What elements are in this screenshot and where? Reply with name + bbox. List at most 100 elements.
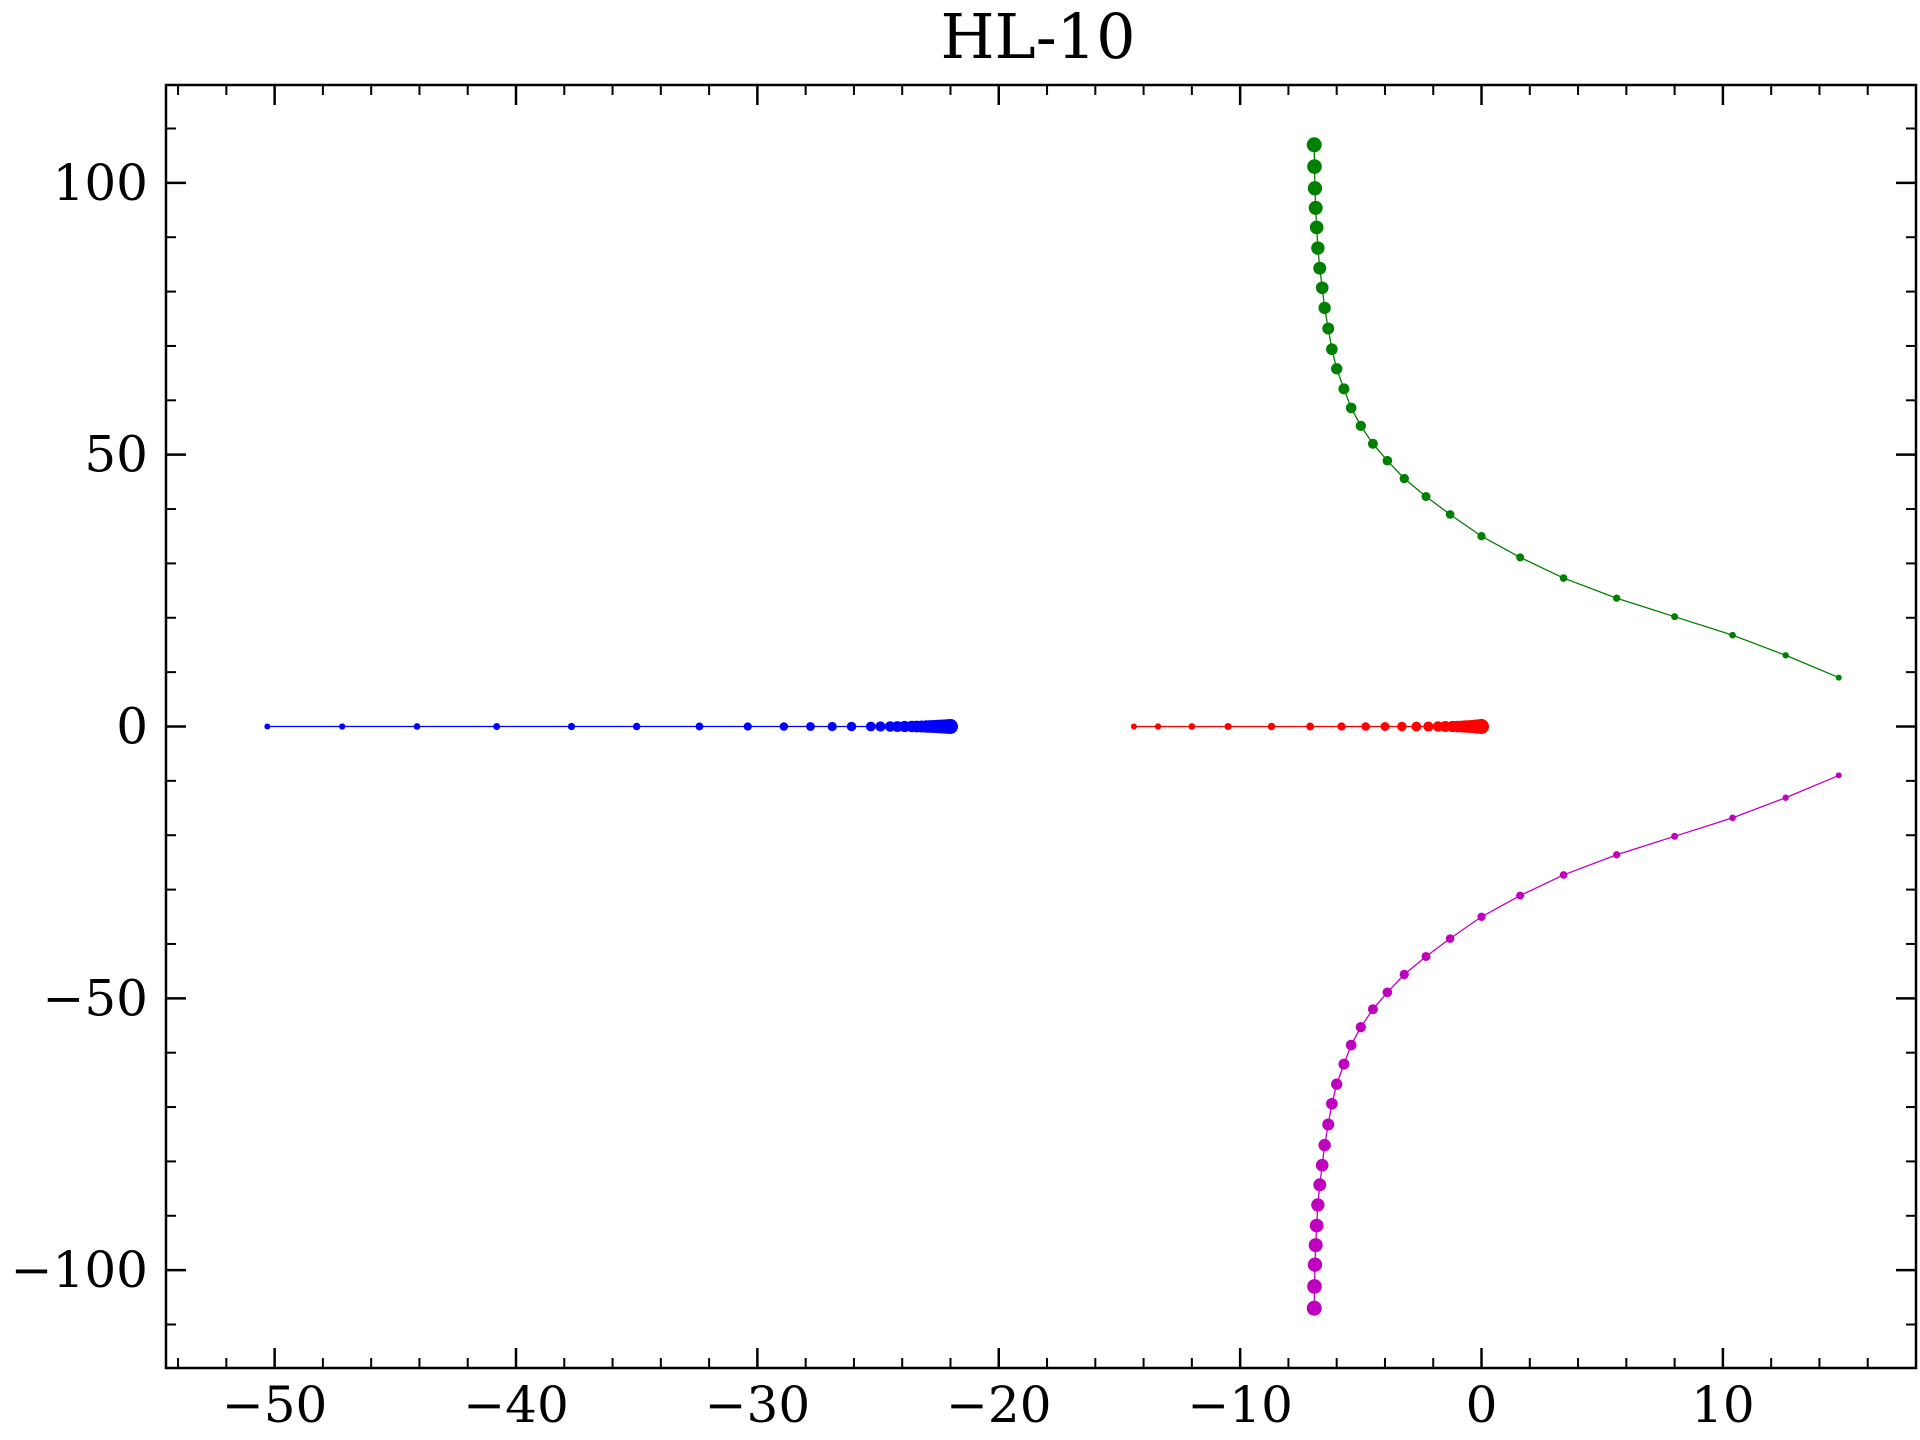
data-point <box>1382 987 1393 998</box>
x-tick-label: 10 <box>1691 1376 1755 1434</box>
data-point <box>1322 322 1335 335</box>
data-point <box>1306 1300 1322 1316</box>
data-point <box>1474 719 1490 734</box>
x-tick-label: −20 <box>946 1376 1052 1434</box>
data-point <box>1307 181 1323 196</box>
data-point <box>339 723 346 730</box>
data-point <box>493 723 501 730</box>
data-point <box>1380 722 1390 731</box>
data-point <box>1613 851 1621 859</box>
data-point <box>1355 1021 1366 1033</box>
data-point <box>1313 261 1327 275</box>
data-point <box>1345 1039 1357 1051</box>
data-point <box>1559 574 1568 582</box>
data-point <box>1308 200 1323 215</box>
data-point <box>1367 438 1378 449</box>
data-point <box>1313 1178 1327 1192</box>
data-point <box>1477 532 1486 541</box>
data-point <box>1311 241 1325 255</box>
data-point <box>1729 631 1736 639</box>
series-1 <box>1130 719 1490 734</box>
data-point <box>1421 492 1431 502</box>
y-tick-label: −50 <box>42 969 148 1027</box>
data-point <box>1308 1238 1323 1253</box>
data-point <box>1331 1078 1343 1090</box>
data-point <box>865 721 876 732</box>
data-point <box>1338 1058 1350 1070</box>
y-tick-label: 0 <box>116 698 148 756</box>
x-tick-label: −40 <box>463 1376 569 1434</box>
data-point <box>1318 301 1331 315</box>
data-point <box>1154 723 1162 730</box>
series-3 <box>1306 772 1842 1316</box>
data-point <box>1315 281 1329 295</box>
y-tick-label: 100 <box>53 154 148 212</box>
data-point <box>1729 814 1736 822</box>
data-point <box>1397 721 1407 732</box>
data-point <box>1399 969 1409 980</box>
x-tick-label: −30 <box>705 1376 811 1434</box>
series-layer <box>264 137 1842 1316</box>
data-point <box>1337 722 1346 731</box>
series-line <box>1313 774 1840 1309</box>
data-point <box>1307 159 1322 174</box>
data-point <box>695 722 704 731</box>
x-tick-label: 0 <box>1466 1376 1498 1434</box>
major-ticks <box>166 85 1916 1368</box>
data-point <box>567 722 576 731</box>
data-point <box>942 719 958 734</box>
data-point <box>1318 1138 1331 1152</box>
data-point <box>1306 137 1322 153</box>
chart-title: HL-10 <box>940 0 1135 73</box>
data-point <box>1322 1118 1335 1131</box>
data-point <box>1559 871 1568 879</box>
data-point <box>1338 383 1350 395</box>
x-tick-label: −50 <box>222 1376 328 1434</box>
data-point <box>264 723 271 730</box>
data-point <box>1361 722 1370 731</box>
data-point <box>779 722 789 731</box>
data-point <box>632 722 641 731</box>
data-point <box>1411 721 1422 732</box>
data-point <box>1326 1097 1338 1110</box>
data-point <box>1224 722 1232 731</box>
data-point <box>1309 1218 1324 1233</box>
data-point <box>806 722 815 731</box>
series-0 <box>264 719 958 734</box>
data-point <box>1130 723 1137 730</box>
data-point <box>1445 934 1455 943</box>
data-point <box>1399 473 1409 484</box>
data-point <box>1835 772 1842 779</box>
data-point <box>1613 594 1621 602</box>
data-point <box>1307 1279 1322 1294</box>
series-line <box>1313 144 1840 679</box>
data-point <box>1306 722 1315 731</box>
data-point <box>1671 613 1679 621</box>
x-tick-label: −10 <box>1187 1376 1293 1434</box>
data-point <box>1423 721 1434 732</box>
y-tick-label: −100 <box>11 1241 148 1299</box>
data-point <box>1315 1158 1329 1172</box>
data-point <box>1421 951 1431 961</box>
data-point <box>1309 220 1324 235</box>
data-point <box>1477 912 1486 921</box>
data-point <box>1367 1004 1378 1015</box>
data-point <box>1311 1198 1325 1212</box>
data-point <box>1445 510 1455 519</box>
data-point <box>1345 402 1357 414</box>
data-point <box>1188 723 1196 730</box>
plot-frame <box>164 83 1918 1370</box>
data-point <box>1307 1257 1323 1272</box>
data-point <box>743 722 752 731</box>
data-point <box>1835 674 1842 681</box>
series-2 <box>1306 137 1842 681</box>
data-point <box>1382 455 1393 466</box>
data-point <box>1267 722 1276 731</box>
data-point <box>1326 343 1338 356</box>
data-point <box>827 721 837 732</box>
data-point <box>1516 553 1525 562</box>
data-point <box>875 721 886 732</box>
